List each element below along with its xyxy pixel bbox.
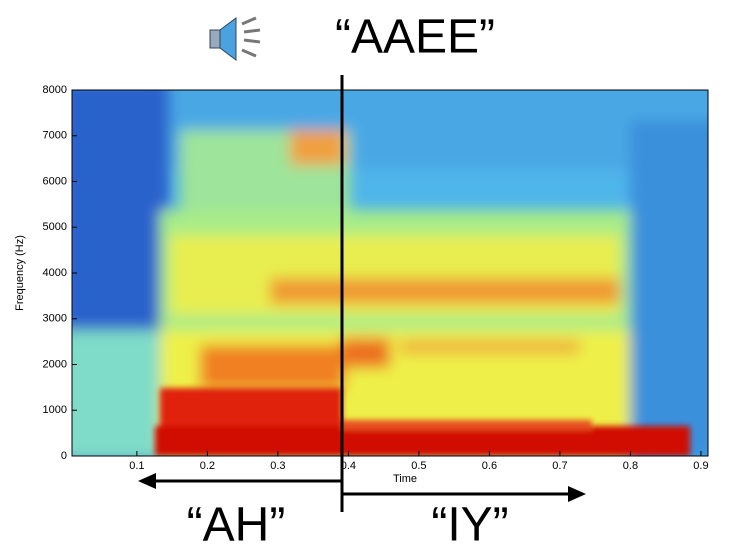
speaker-icon [209, 16, 261, 61]
y-tick-label: 4000 [43, 267, 67, 279]
y-tick-label: 8000 [43, 84, 67, 96]
y-tick-label: 3000 [43, 313, 67, 325]
x-tick-label: 0.3 [270, 460, 285, 472]
left-arrow [138, 473, 342, 489]
y-axis-label: Frequency (Hz) [14, 235, 26, 311]
x-tick-label: 0.1 [129, 460, 144, 472]
y-tick-label: 7000 [43, 130, 67, 142]
x-tick-label: 0.4 [341, 460, 356, 472]
x-tick-label: 0.5 [411, 460, 426, 472]
x-tick-label: 0.7 [552, 460, 567, 472]
y-tick-label: 2000 [43, 358, 67, 370]
annotation: “AH” [187, 499, 286, 552]
x-tick-label: 0.8 [623, 460, 638, 472]
x-tick-label: 0.6 [482, 460, 497, 472]
y-tick-label: 1000 [43, 404, 67, 416]
x-axis-label: Time [393, 473, 417, 485]
spectrogram-image [72, 90, 708, 456]
chart-title: “AAEE” [335, 11, 495, 64]
y-tick-label: 0 [61, 450, 67, 462]
x-tick-label: 0.2 [200, 460, 215, 472]
x-tick-label: 0.9 [693, 460, 708, 472]
right-arrow [342, 486, 586, 502]
y-tick-label: 5000 [43, 221, 67, 233]
y-tick-label: 6000 [43, 175, 67, 187]
annotation: “IY” [431, 499, 508, 552]
